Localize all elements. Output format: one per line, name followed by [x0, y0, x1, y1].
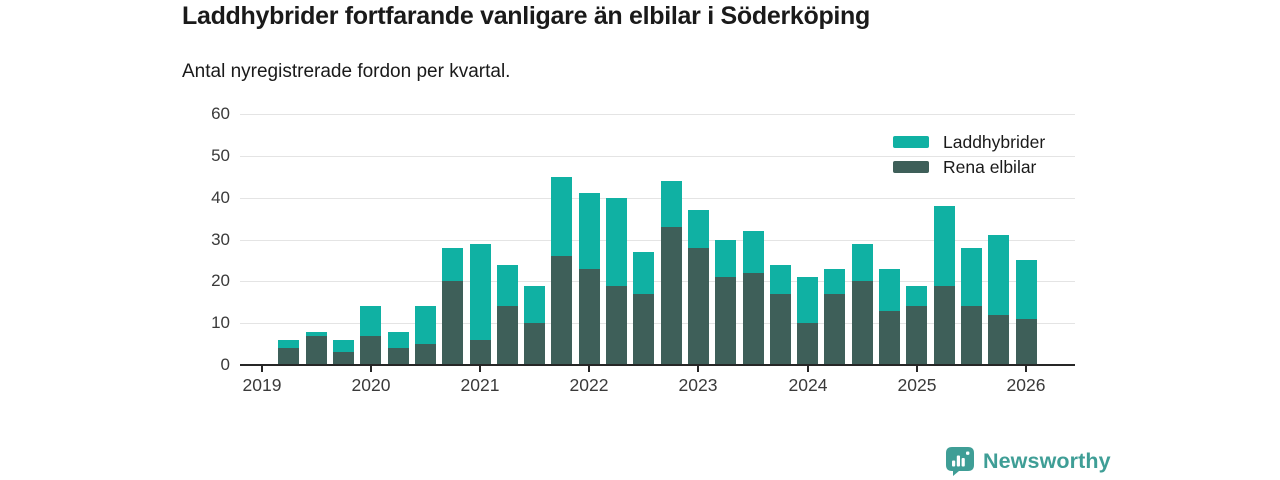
bar-segment-laddhybrider — [524, 286, 545, 323]
bar-segment-rena-elbilar — [961, 306, 982, 365]
y-axis-tick-label: 30 — [211, 230, 230, 249]
y-axis-tick-label: 50 — [211, 146, 230, 165]
bar-segment-rena-elbilar — [551, 256, 572, 365]
x-axis-tick — [697, 365, 699, 372]
bar-segment-laddhybrider — [961, 248, 982, 306]
bar-segment-laddhybrider — [360, 306, 381, 336]
x-axis-line — [240, 364, 1075, 366]
legend-item: Laddhybrider — [893, 130, 1045, 154]
bar-segment-laddhybrider — [278, 340, 299, 348]
bar-segment-laddhybrider — [470, 244, 491, 340]
bar-segment-rena-elbilar — [879, 311, 900, 365]
bar-segment-rena-elbilar — [633, 294, 654, 365]
bar-segment-rena-elbilar — [470, 340, 491, 365]
bar-segment-laddhybrider — [934, 206, 955, 286]
x-axis-year-label: 2021 — [460, 375, 500, 395]
bar-segment-rena-elbilar — [906, 306, 927, 365]
bar-segment-laddhybrider — [879, 269, 900, 311]
bar-segment-laddhybrider — [497, 265, 518, 306]
bar-segment-rena-elbilar — [1016, 319, 1037, 365]
y-axis-tick-label: 40 — [211, 188, 230, 207]
legend-swatch — [893, 136, 929, 148]
bar-segment-rena-elbilar — [524, 323, 545, 365]
bar-segment-rena-elbilar — [606, 286, 627, 365]
gridline — [240, 114, 1075, 115]
y-axis-tick-label: 60 — [211, 104, 230, 123]
x-axis-year-label: 2024 — [788, 375, 828, 395]
x-axis-tick — [916, 365, 918, 372]
bar-segment-laddhybrider — [715, 240, 736, 277]
bar-segment-laddhybrider — [415, 306, 436, 344]
bar-segment-rena-elbilar — [688, 248, 709, 365]
bar-segment-laddhybrider — [743, 231, 764, 273]
bar-segment-rena-elbilar — [715, 277, 736, 365]
gridline — [240, 156, 1075, 157]
legend-label: Rena elbilar — [943, 156, 1037, 177]
x-axis-tick — [807, 365, 809, 372]
bar-segment-rena-elbilar — [579, 269, 600, 365]
bar-segment-rena-elbilar — [661, 227, 682, 365]
x-axis-year-label: 2022 — [569, 375, 609, 395]
legend-swatch — [893, 161, 929, 173]
bar-segment-laddhybrider — [688, 210, 709, 248]
x-axis-tick — [588, 365, 590, 372]
x-axis-tick — [261, 365, 263, 372]
newsworthy-logo-icon — [946, 447, 974, 476]
bar-segment-rena-elbilar — [442, 281, 463, 365]
bar-segment-laddhybrider — [661, 181, 682, 227]
bar-segment-laddhybrider — [988, 235, 1009, 315]
bar-segment-rena-elbilar — [415, 344, 436, 365]
bar-segment-rena-elbilar — [497, 306, 518, 365]
bar-segment-laddhybrider — [1016, 260, 1037, 319]
brand-footer: Newsworthy — [945, 446, 1111, 476]
bar-segment-rena-elbilar — [797, 323, 818, 365]
bar-segment-laddhybrider — [606, 198, 627, 286]
x-axis-year-label: 2026 — [1006, 375, 1046, 395]
bar-segment-laddhybrider — [852, 244, 873, 281]
gridline — [240, 240, 1075, 241]
x-axis-tick — [370, 365, 372, 372]
page-title: Laddhybrider fortfarande vanligare än el… — [182, 2, 871, 30]
bar-segment-laddhybrider — [579, 193, 600, 269]
bar-segment-rena-elbilar — [852, 281, 873, 365]
x-axis-tick — [479, 365, 481, 372]
bar-segment-rena-elbilar — [306, 336, 327, 365]
gridline — [240, 323, 1075, 324]
bar-segment-laddhybrider — [797, 277, 818, 323]
bar-segment-rena-elbilar — [743, 273, 764, 365]
legend-item: Rena elbilar — [893, 155, 1045, 179]
bar-segment-rena-elbilar — [988, 315, 1009, 365]
x-axis-year-label: 2025 — [897, 375, 937, 395]
gridline — [240, 198, 1075, 199]
page-subtitle: Antal nyregistrerade fordon per kvartal. — [182, 61, 511, 82]
x-axis-year-label: 2023 — [678, 375, 718, 395]
brand-name: Newsworthy — [983, 448, 1111, 473]
bar-segment-laddhybrider — [824, 269, 845, 294]
x-axis-tick — [1025, 365, 1027, 372]
bar-segment-laddhybrider — [333, 340, 354, 352]
bar-segment-rena-elbilar — [934, 286, 955, 365]
bar-segment-rena-elbilar — [333, 352, 354, 365]
bar-segment-laddhybrider — [442, 248, 463, 281]
bar-segment-laddhybrider — [906, 286, 927, 306]
legend: Laddhybrider Rena elbilar — [893, 130, 1045, 180]
bar-segment-rena-elbilar — [360, 336, 381, 365]
bar-segment-rena-elbilar — [388, 348, 409, 365]
y-axis-tick-label: 20 — [211, 271, 230, 290]
legend-label: Laddhybrider — [943, 131, 1046, 152]
x-axis-year-label: 2019 — [242, 375, 282, 395]
gridline — [240, 281, 1075, 282]
bar-segment-laddhybrider — [551, 177, 572, 256]
bar-segment-rena-elbilar — [278, 348, 299, 365]
bar-segment-laddhybrider — [770, 265, 791, 294]
y-axis-tick-label: 0 — [220, 355, 230, 374]
bar-segment-laddhybrider — [306, 332, 327, 336]
bar-segment-laddhybrider — [633, 252, 654, 294]
bar-segment-laddhybrider — [388, 332, 409, 348]
y-axis-tick-label: 10 — [211, 313, 230, 332]
bar-segment-rena-elbilar — [824, 294, 845, 365]
bar-segment-rena-elbilar — [770, 294, 791, 365]
x-axis-year-label: 2020 — [351, 375, 391, 395]
